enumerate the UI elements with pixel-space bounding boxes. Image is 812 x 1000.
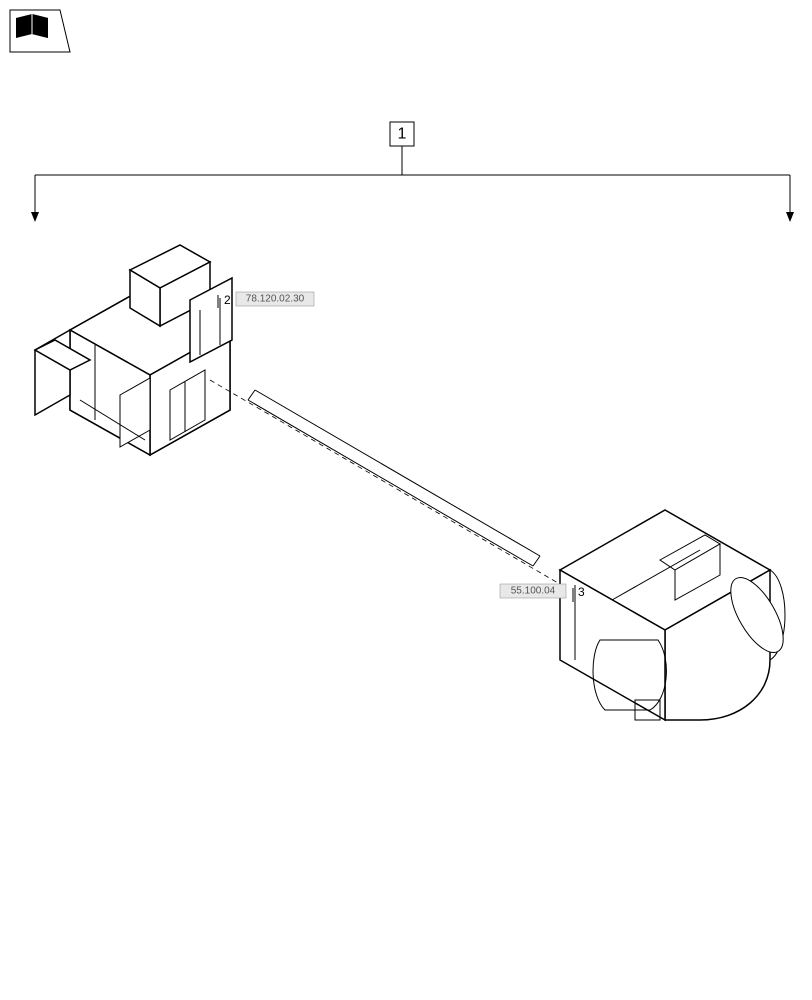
- ref-left: 78.120.02.30: [236, 292, 314, 306]
- callout-1-label: 1: [398, 126, 407, 143]
- wire: [248, 390, 540, 566]
- diagram-canvas: 1: [0, 0, 812, 1000]
- assembly-bracket: [31, 146, 794, 222]
- ref-left-text: 78.120.02.30: [246, 294, 305, 305]
- catalog-icon: [10, 10, 70, 52]
- alignment-axis: [210, 380, 570, 590]
- connector-right: [560, 510, 794, 720]
- ref-right-text: 55.100.04: [511, 586, 556, 597]
- callout-2-num: 2: [224, 293, 231, 307]
- callout-1: 1: [390, 122, 414, 146]
- connector-left: [35, 245, 232, 455]
- callout-3-num: 3: [578, 585, 585, 599]
- ref-right: 55.100.04: [500, 584, 566, 598]
